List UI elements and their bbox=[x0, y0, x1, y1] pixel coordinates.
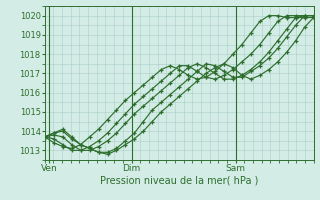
X-axis label: Pression niveau de la mer( hPa ): Pression niveau de la mer( hPa ) bbox=[100, 176, 258, 186]
